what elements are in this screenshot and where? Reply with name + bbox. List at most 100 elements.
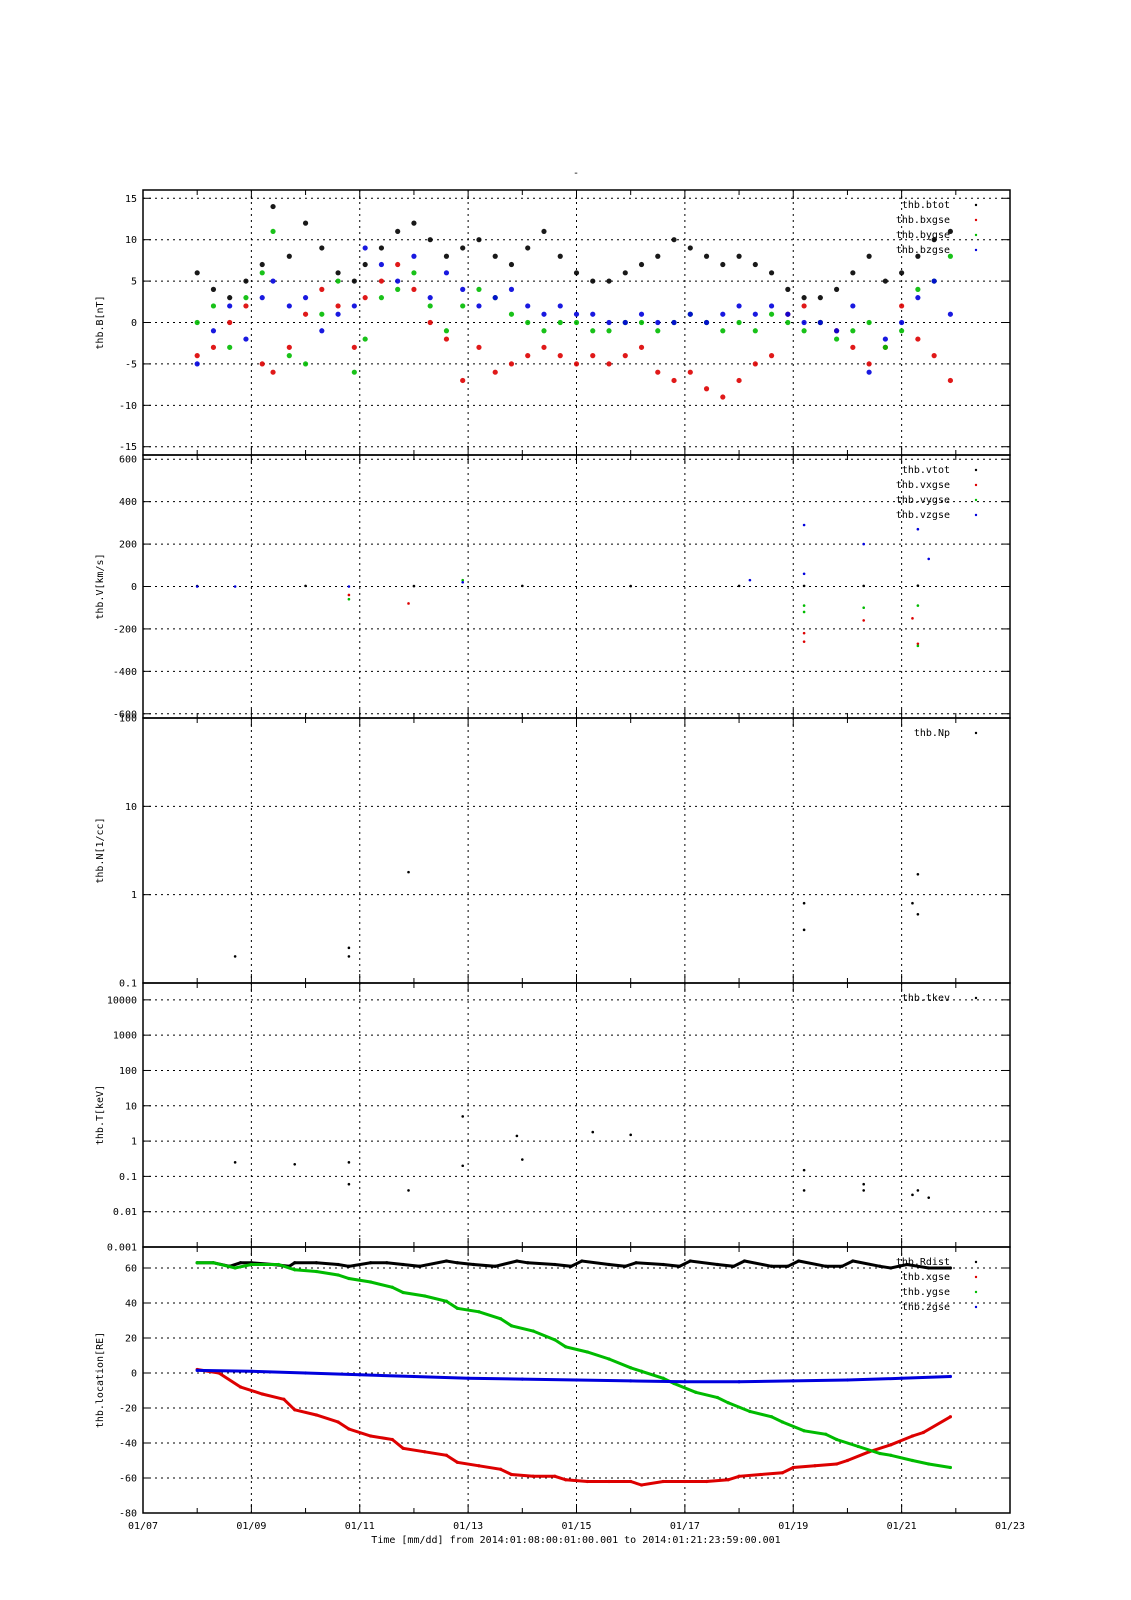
data-point: [233, 955, 237, 958]
data-point: [921, 1430, 925, 1435]
data-point: [916, 912, 920, 916]
data-point: [286, 353, 292, 359]
data-point: [194, 319, 200, 326]
data-point: [243, 303, 249, 309]
data-point: [390, 1285, 394, 1289]
data-point: [622, 319, 628, 326]
data-point: [905, 1262, 909, 1267]
data-point: [878, 1451, 882, 1456]
data-point: [850, 328, 856, 334]
data-point: [444, 1259, 449, 1263]
series-line: [196, 1368, 952, 1487]
data-point: [390, 1437, 394, 1442]
data-point: [541, 344, 547, 350]
data-point: [916, 1189, 920, 1192]
data-point: [362, 245, 368, 251]
data-point: [525, 303, 531, 309]
data-point: [687, 369, 693, 375]
data-point: [916, 584, 920, 587]
data-point: [427, 237, 433, 243]
data-point: [732, 1264, 736, 1268]
data-point: [607, 1262, 611, 1267]
data-point: [362, 261, 368, 268]
data-point: [282, 1397, 286, 1401]
data-point: [948, 1415, 952, 1419]
data-point: [726, 1478, 730, 1482]
data-point: [911, 1193, 914, 1197]
y-tick-label: 0: [131, 1369, 137, 1380]
data-point: [443, 336, 450, 342]
data-point: [768, 303, 775, 309]
data-point: [634, 1261, 638, 1265]
series-thb-vzgse: [195, 523, 931, 588]
panel-5: -80 -60 -40 -20 0 20 40 60 thb.location[RE] thb.R…: [95, 1246, 1025, 1532]
data-point: [639, 1483, 644, 1487]
data-point: [477, 1464, 481, 1468]
y-tick-label: -200: [113, 624, 137, 635]
data-point: [520, 1377, 524, 1381]
data-point: [417, 1264, 421, 1268]
data-point: [862, 1189, 865, 1192]
data-point: [835, 1462, 839, 1466]
data-point: [557, 353, 563, 359]
data-point: [915, 295, 921, 301]
data-point: [899, 328, 905, 334]
data-point: [911, 901, 914, 905]
data-point: [736, 303, 742, 309]
data-point: [785, 319, 791, 326]
data-point: [931, 237, 937, 243]
data-point: [526, 1261, 530, 1265]
data-point: [899, 270, 905, 276]
data-point: [927, 1462, 931, 1466]
series-thb-xgse: [195, 1367, 952, 1487]
data-point: [378, 278, 385, 284]
data-point: [362, 295, 368, 301]
data-point: [227, 303, 233, 309]
data-point: [293, 1268, 297, 1272]
data-point: [302, 220, 309, 226]
data-point: [508, 311, 515, 317]
data-point: [802, 523, 806, 527]
data-point: [515, 1259, 519, 1263]
y-axis-label: thb.N[1/cc]: [95, 817, 106, 883]
data-point: [411, 253, 417, 259]
data-point: [683, 1479, 687, 1484]
data-point: [824, 1264, 828, 1268]
data-point: [916, 873, 920, 876]
legend-label: thb.vtot: [902, 465, 950, 476]
data-point: [607, 1479, 611, 1484]
data-point: [460, 377, 466, 384]
data-point: [259, 261, 265, 268]
data-point: [249, 1369, 253, 1373]
data-point: [347, 1427, 351, 1431]
data-point: [525, 245, 531, 251]
legend-marker: [974, 513, 978, 517]
data-point: [916, 642, 920, 646]
data-point: [243, 295, 249, 301]
data-point: [748, 578, 752, 582]
y-axis-label: thb.V[km/s]: [95, 553, 106, 619]
data-point: [840, 1264, 844, 1268]
y-tick-label: 15: [125, 194, 137, 205]
legend-label: thb.bygse: [896, 230, 950, 241]
data-point: [661, 1376, 665, 1380]
panel-3: 0.1 1 10 100 thb.N[1/cc] thb.Np: [95, 714, 1011, 990]
figure-title: -: [573, 168, 579, 179]
y-tick-label: 1: [131, 1137, 137, 1148]
data-point: [401, 1446, 405, 1450]
data-point: [694, 1390, 698, 1394]
data-point: [687, 245, 693, 251]
data-point: [866, 361, 872, 367]
data-point: [293, 1162, 297, 1166]
series-thb-bzgse: [194, 245, 953, 375]
legend-marker: [974, 498, 978, 502]
legend-marker: [974, 468, 978, 472]
data-point: [802, 610, 806, 614]
data-point: [629, 1133, 632, 1137]
legend-marker: [974, 218, 978, 222]
data-point: [862, 584, 865, 588]
data-point: [378, 295, 385, 301]
data-point: [889, 1266, 893, 1270]
data-point: [249, 1262, 253, 1267]
data-point: [948, 1465, 952, 1470]
